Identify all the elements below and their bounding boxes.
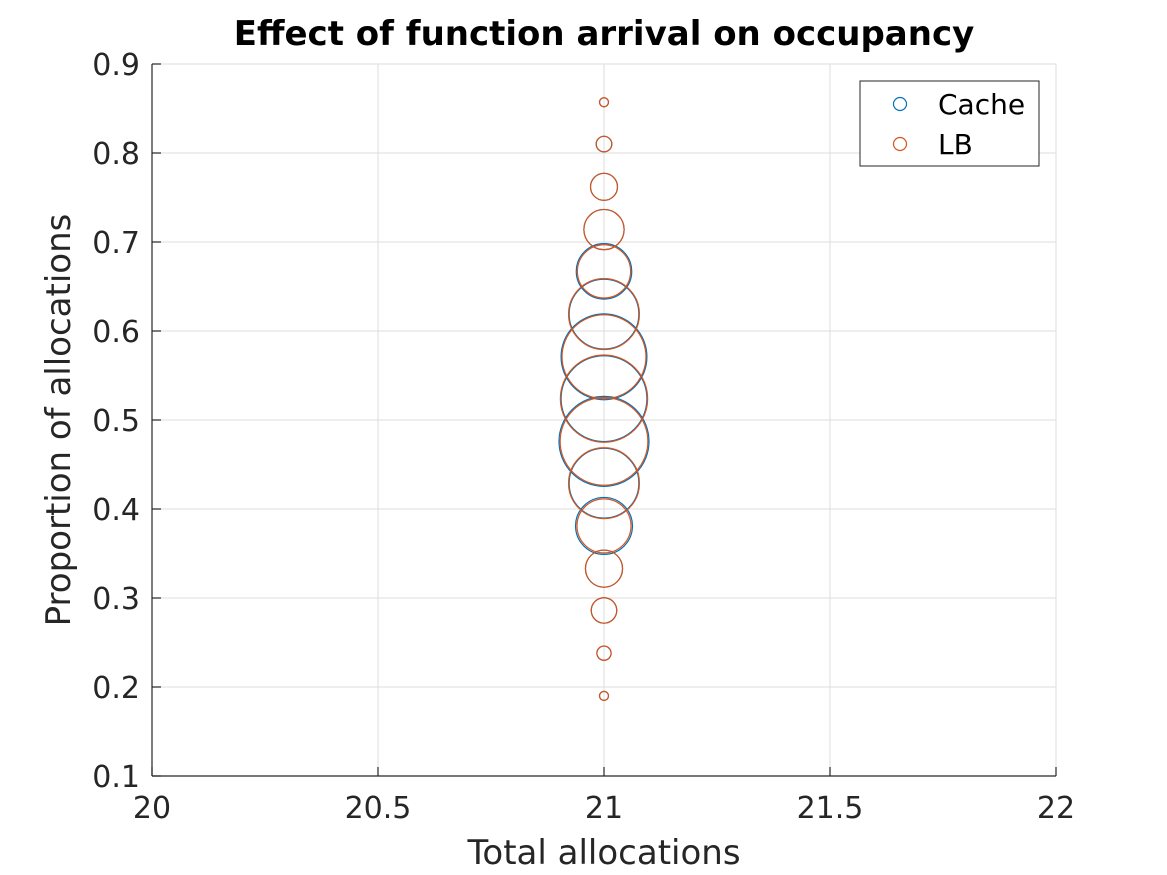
y-tick-label: 0.7 xyxy=(92,226,140,261)
data-point xyxy=(598,97,610,108)
y-axis-label: Proportion of allocations xyxy=(39,214,79,627)
data-point xyxy=(560,313,648,401)
legend-marker-lb xyxy=(892,136,908,152)
legend-label-lb: LB xyxy=(938,128,973,161)
y-tick-label: 0.1 xyxy=(92,760,140,795)
x-tick-label: 20.5 xyxy=(345,791,412,826)
legend: Cache LB xyxy=(859,80,1040,167)
data-point xyxy=(559,354,649,443)
data-point xyxy=(590,597,618,624)
y-tick-label: 0.3 xyxy=(92,582,140,617)
legend-box xyxy=(859,80,1040,167)
data-point xyxy=(567,278,641,351)
legend-entries: Cache LB xyxy=(892,88,1025,161)
y-tick-label: 0.5 xyxy=(92,404,140,439)
x-axis-label: Total allocations xyxy=(466,833,740,873)
y-tick-label: 0.2 xyxy=(92,671,140,706)
y-tick-label: 0.4 xyxy=(92,493,140,528)
y-tick-label: 0.9 xyxy=(92,48,140,83)
data-point xyxy=(576,498,632,554)
x-tick-label: 21.5 xyxy=(797,791,864,826)
data-point xyxy=(558,395,650,487)
data-point xyxy=(567,447,641,520)
data-point xyxy=(598,690,610,702)
data-point xyxy=(583,208,625,251)
x-tick-label: 21 xyxy=(585,791,623,826)
data-point xyxy=(575,243,633,300)
y-tick-label: 0.6 xyxy=(92,315,140,350)
data-point xyxy=(596,645,612,661)
data-point xyxy=(559,396,649,486)
data-point xyxy=(595,135,613,153)
data-point xyxy=(560,355,648,443)
x-tick-label: 20 xyxy=(133,791,171,826)
axis-ticks: 20 20.5 21 21.5 22 0.1 0.2 0.3 0.4 0.5 0.6 0.7 0.8 0.… xyxy=(92,48,1075,826)
data-point xyxy=(589,172,619,201)
data-point xyxy=(576,244,632,299)
data-point xyxy=(561,314,647,400)
x-tick-label: 22 xyxy=(1037,791,1075,826)
chart-title: Effect of function arrival on occupancy xyxy=(234,14,975,54)
grid-lines xyxy=(151,63,1057,777)
legend-marker-cache xyxy=(892,96,908,112)
data-point xyxy=(574,496,634,555)
data-point xyxy=(584,549,624,588)
y-tick-label: 0.8 xyxy=(92,137,140,172)
data-markers xyxy=(558,97,650,702)
series-lb-markers xyxy=(559,97,649,702)
legend-label-cache: Cache xyxy=(938,88,1025,121)
